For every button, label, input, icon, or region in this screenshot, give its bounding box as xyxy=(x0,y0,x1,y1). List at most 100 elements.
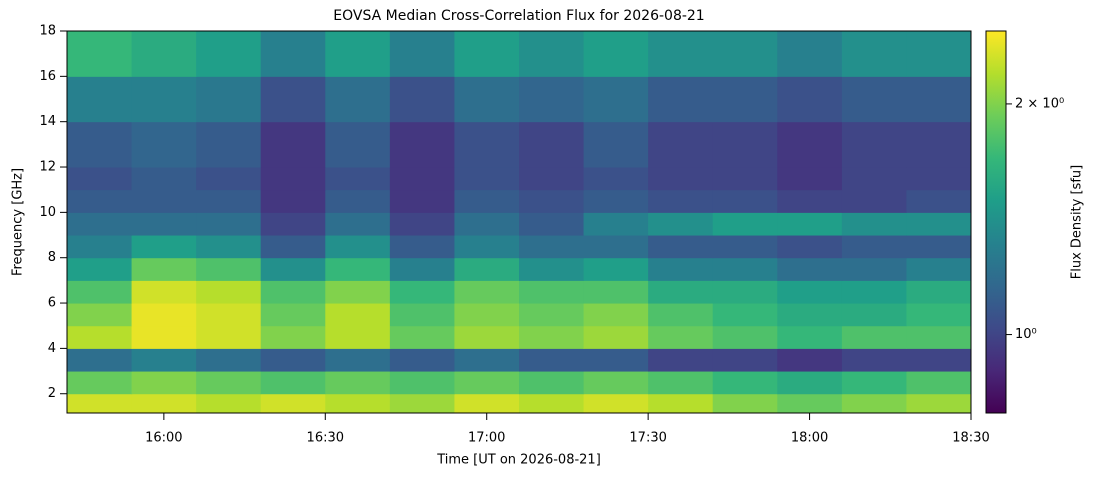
colorbar-tick-label: 2 × 10⁰ xyxy=(1015,96,1064,111)
heatmap-cell xyxy=(67,189,133,213)
heatmap-cell xyxy=(712,393,778,414)
heatmap-cell xyxy=(67,121,133,168)
heatmap-cell xyxy=(131,348,197,372)
heatmap-cell xyxy=(131,189,197,213)
heatmap-cell xyxy=(389,212,455,236)
heatmap-cell xyxy=(454,371,520,395)
heatmap-cell xyxy=(648,348,714,372)
heatmap-cell xyxy=(454,212,520,236)
x-tick-label: 18:30 xyxy=(952,431,989,446)
heatmap-cell xyxy=(519,257,585,281)
heatmap-cell xyxy=(583,31,649,77)
heatmap-cell xyxy=(131,76,197,123)
heatmap-cell xyxy=(519,303,585,327)
heatmap-cell xyxy=(777,257,843,281)
heatmap-cell xyxy=(777,280,843,304)
heatmap-cell xyxy=(519,212,585,236)
y-tick-label: 2 xyxy=(48,386,56,401)
heatmap-cell xyxy=(841,212,907,236)
x-axis-label: Time [UT on 2026-08-21] xyxy=(436,453,601,468)
heatmap-cell xyxy=(583,348,649,372)
heatmap-cell xyxy=(389,235,455,259)
heatmap-cell xyxy=(712,76,778,123)
x-tick-label: 16:30 xyxy=(307,431,344,446)
heatmap-cell xyxy=(131,257,197,281)
heatmap-cell xyxy=(712,235,778,259)
heatmap-cell xyxy=(777,393,843,414)
heatmap-cell xyxy=(583,235,649,259)
heatmap-cell xyxy=(389,371,455,395)
heatmap-cell xyxy=(712,280,778,304)
heatmap-cell xyxy=(906,303,972,327)
heatmap-cell xyxy=(583,257,649,281)
plot-frame xyxy=(66,30,972,414)
heatmap-cell xyxy=(583,393,649,414)
heatmap-cell xyxy=(389,280,455,304)
heatmap-cell xyxy=(712,212,778,236)
heatmap-cell xyxy=(777,303,843,327)
x-tick-label: 18:00 xyxy=(791,431,828,446)
heatmap-cell xyxy=(131,212,197,236)
heatmap-cell xyxy=(260,189,326,213)
heatmap-cell xyxy=(712,371,778,395)
heatmap-cell xyxy=(648,393,714,414)
heatmap-cell xyxy=(196,303,262,327)
heatmap-cell xyxy=(777,121,843,168)
heatmap-cell xyxy=(648,121,714,168)
heatmap-cell xyxy=(906,325,972,349)
heatmap-cell xyxy=(260,31,326,77)
heatmap-cell xyxy=(583,212,649,236)
heatmap-cell xyxy=(906,257,972,281)
heatmap-cell xyxy=(841,189,907,213)
heatmap-cell xyxy=(841,371,907,395)
colorbar xyxy=(985,30,1007,414)
heatmap-cell xyxy=(67,76,133,123)
heatmap-cell xyxy=(712,325,778,349)
heatmap-cell xyxy=(454,31,520,77)
heatmap-cell xyxy=(67,212,133,236)
heatmap-cell xyxy=(196,121,262,168)
heatmap-cell xyxy=(777,348,843,372)
heatmap-cell xyxy=(906,167,972,191)
heatmap-cell xyxy=(67,371,133,395)
heatmap-cell xyxy=(325,76,391,123)
heatmap-cell xyxy=(648,257,714,281)
x-tick-label: 16:00 xyxy=(145,431,182,446)
heatmap-cell xyxy=(519,325,585,349)
heatmap-cell xyxy=(389,303,455,327)
heatmap-cell xyxy=(777,371,843,395)
heatmap-cell xyxy=(131,303,197,327)
heatmap-cell xyxy=(325,348,391,372)
heatmap-cell xyxy=(196,235,262,259)
heatmap-cell xyxy=(777,212,843,236)
heatmap-cell xyxy=(131,167,197,191)
heatmap-cell xyxy=(841,257,907,281)
x-tick-label: 17:30 xyxy=(629,431,666,446)
heatmap-cell xyxy=(454,121,520,168)
chart-title: EOVSA Median Cross-Correlation Flux for … xyxy=(333,8,704,24)
y-tick-label: 8 xyxy=(48,250,56,265)
heatmap-cell xyxy=(325,280,391,304)
heatmap-cell xyxy=(583,189,649,213)
heatmap-cell xyxy=(519,371,585,395)
heatmap-cell xyxy=(906,371,972,395)
heatmap-cell xyxy=(777,325,843,349)
heatmap-cell xyxy=(260,348,326,372)
heatmap-cell xyxy=(260,325,326,349)
heatmap-cell xyxy=(389,167,455,191)
heatmap-cell xyxy=(841,348,907,372)
heatmap-cell xyxy=(196,76,262,123)
y-tick-label: 14 xyxy=(39,114,56,129)
heatmap-cell xyxy=(583,325,649,349)
heatmap-cell xyxy=(906,348,972,372)
heatmap-cell xyxy=(583,280,649,304)
heatmap-cell xyxy=(196,257,262,281)
y-axis-label: Frequency [GHz] xyxy=(11,168,26,276)
y-tick-label: 16 xyxy=(39,69,56,84)
heatmap-cell xyxy=(260,393,326,414)
heatmap-cell xyxy=(260,371,326,395)
heatmap-cell xyxy=(260,167,326,191)
heatmap-cell xyxy=(777,167,843,191)
heatmap-cell xyxy=(454,189,520,213)
heatmap-cell xyxy=(260,121,326,168)
